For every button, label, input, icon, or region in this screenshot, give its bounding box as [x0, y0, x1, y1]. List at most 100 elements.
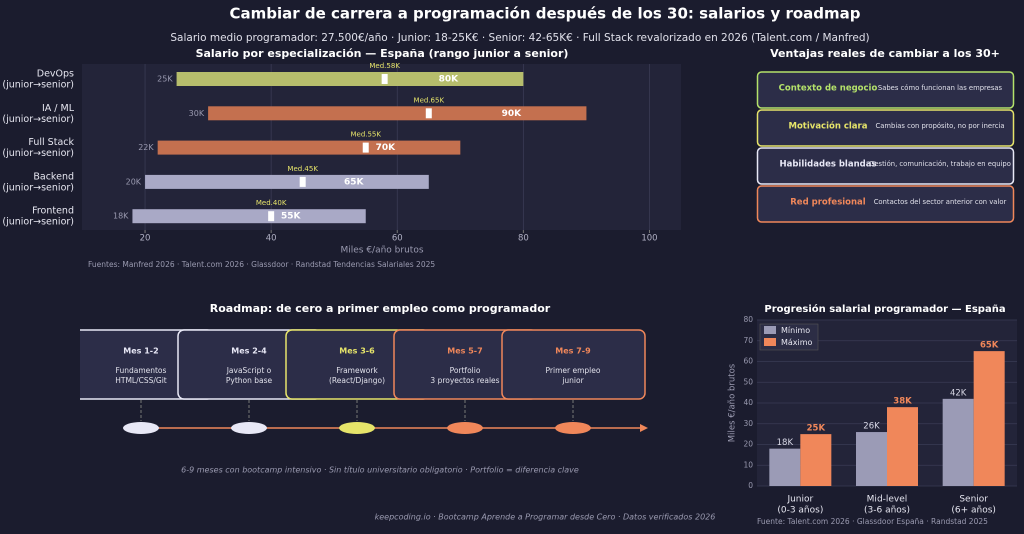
range-bar — [208, 106, 587, 121]
y-tick-label: 0 — [748, 481, 753, 490]
median-label: Med.58K — [369, 62, 400, 70]
step-dot — [231, 422, 267, 434]
value-label: 25K — [807, 424, 826, 434]
step-text: Framework (React/Django) — [329, 366, 385, 385]
value-label: 38K — [893, 397, 912, 407]
bar — [856, 432, 887, 486]
step-text: JavaScript o Python base — [226, 366, 273, 385]
median-label: Med.45K — [287, 165, 318, 173]
advantage-card — [756, 185, 1015, 223]
median-label: Med.40K — [256, 199, 287, 207]
advantage-text: Contactos del sector anterior con valor — [874, 198, 1007, 206]
source-note: Fuentes: Manfred 2026 · Talent.com 2026 … — [88, 260, 435, 269]
bar — [769, 448, 801, 486]
step-label: Mes 5-7 — [447, 347, 482, 356]
step-dot — [555, 422, 591, 434]
advantage-text: Gestión, comunicación, trabajo en equipo — [869, 160, 1011, 168]
value-label: 42K — [950, 388, 967, 398]
y-tick-label: 40 — [743, 398, 753, 407]
y-tick-label: Backend (junior→senior) — [2, 171, 74, 193]
x-tick-label: Mid-level (3-6 años) — [864, 494, 910, 515]
y-tick-label: IA / ML (junior→senior) — [2, 102, 74, 124]
max-label: 65K — [344, 177, 365, 187]
step-text: Primer empleo junior — [546, 366, 601, 385]
advantage-card — [756, 71, 1015, 109]
min-label: 22K — [138, 143, 154, 152]
step-dot — [447, 422, 483, 434]
advantage-text: Cambias con propósito, no por inercia — [876, 122, 1005, 130]
footer: keepcoding.io · Bootcamp Aprende a Progr… — [375, 513, 716, 522]
max-label: 70K — [376, 143, 397, 153]
median-marker — [362, 142, 369, 153]
chart-title: Salario por especialización — España (ra… — [196, 47, 569, 60]
y-tick-label: 20 — [743, 440, 753, 449]
step-text: Fundamentos HTML/CSS/Git — [115, 366, 167, 385]
max-label: 90K — [502, 109, 523, 119]
value-label: 18K — [777, 438, 794, 448]
value-label: 26K — [863, 422, 880, 432]
value-label: 65K — [980, 341, 999, 351]
step-label: Mes 3-6 — [339, 347, 375, 356]
bar — [942, 398, 974, 486]
x-tick-label: 80 — [518, 234, 529, 244]
legend-label: Máximo — [781, 338, 813, 347]
range-bar — [132, 209, 366, 224]
step-dot — [123, 422, 159, 434]
range-bar — [145, 174, 429, 189]
min-label: 20K — [126, 177, 142, 186]
bar — [973, 351, 1005, 486]
range-bar — [157, 140, 461, 155]
range-bar — [176, 72, 524, 86]
x-tick-label: Senior (6+ años) — [951, 494, 996, 515]
bar — [800, 434, 832, 486]
min-label: 30K — [189, 109, 205, 118]
y-tick-label: DevOps (junior→senior) — [2, 68, 74, 90]
step-dot — [339, 422, 375, 434]
advantage-label: Red profesional — [790, 198, 866, 208]
page-title: Cambiar de carrera a programación despué… — [229, 5, 860, 23]
y-tick-label: 70 — [743, 336, 753, 345]
y-axis-label: Miles €/año brutos — [728, 363, 738, 442]
panel-title: Ventajas reales de cambiar a los 30+ — [770, 47, 1000, 60]
roadmap-note: 6-9 meses con bootcamp intensivo · Sin t… — [181, 466, 579, 475]
legend-swatch — [764, 326, 776, 334]
advantage-label: Motivación clara — [789, 121, 868, 132]
median-label: Med.65K — [414, 96, 445, 104]
min-label: 18K — [113, 212, 129, 221]
x-tick-label: 40 — [266, 234, 277, 244]
max-label: 55K — [281, 212, 302, 222]
roadmap-card — [501, 329, 646, 400]
advantage-label: Habilidades blandas — [779, 160, 876, 170]
page-subtitle: Salario medio programador: 27.500€/año ·… — [170, 32, 869, 44]
step-label: Mes 2-4 — [231, 347, 267, 356]
step-text: Portfolio 3 proyectos reales — [430, 366, 499, 385]
y-tick-label: Frontend (junior→senior) — [2, 205, 74, 227]
median-marker — [299, 176, 306, 187]
source-note: Fuente: Talent.com 2026 · Glassdoor Espa… — [757, 517, 988, 526]
advantage-text: Sabes cómo funcionan las empresas — [878, 84, 1003, 92]
median-label: Med.55K — [350, 131, 381, 139]
y-tick-label: 60 — [743, 357, 753, 366]
bar — [887, 407, 918, 486]
advantage-card — [756, 147, 1015, 185]
y-tick-label: 80 — [743, 315, 753, 324]
x-axis-label: Miles €/año brutos — [340, 246, 423, 256]
chart-title: Progresión salarial programador — España — [764, 303, 1005, 315]
y-tick-label: 10 — [743, 460, 753, 469]
legend-swatch — [764, 338, 776, 346]
timeline-arrow — [640, 424, 648, 432]
y-tick-label: 50 — [743, 377, 753, 386]
median-marker — [381, 74, 388, 84]
x-tick-label: 60 — [392, 234, 403, 244]
y-tick-label: 30 — [743, 419, 753, 428]
x-tick-label: 20 — [140, 234, 151, 244]
advantage-card — [756, 109, 1015, 147]
left-mask — [0, 325, 80, 405]
step-label: Mes 1-2 — [123, 347, 158, 356]
y-tick-label: Full Stack (junior→senior) — [2, 137, 74, 159]
median-marker — [268, 211, 275, 222]
step-label: Mes 7-9 — [555, 347, 591, 356]
legend-label: Mínimo — [781, 326, 810, 335]
panel-title: Roadmap: de cero a primer empleo como pr… — [210, 302, 551, 315]
